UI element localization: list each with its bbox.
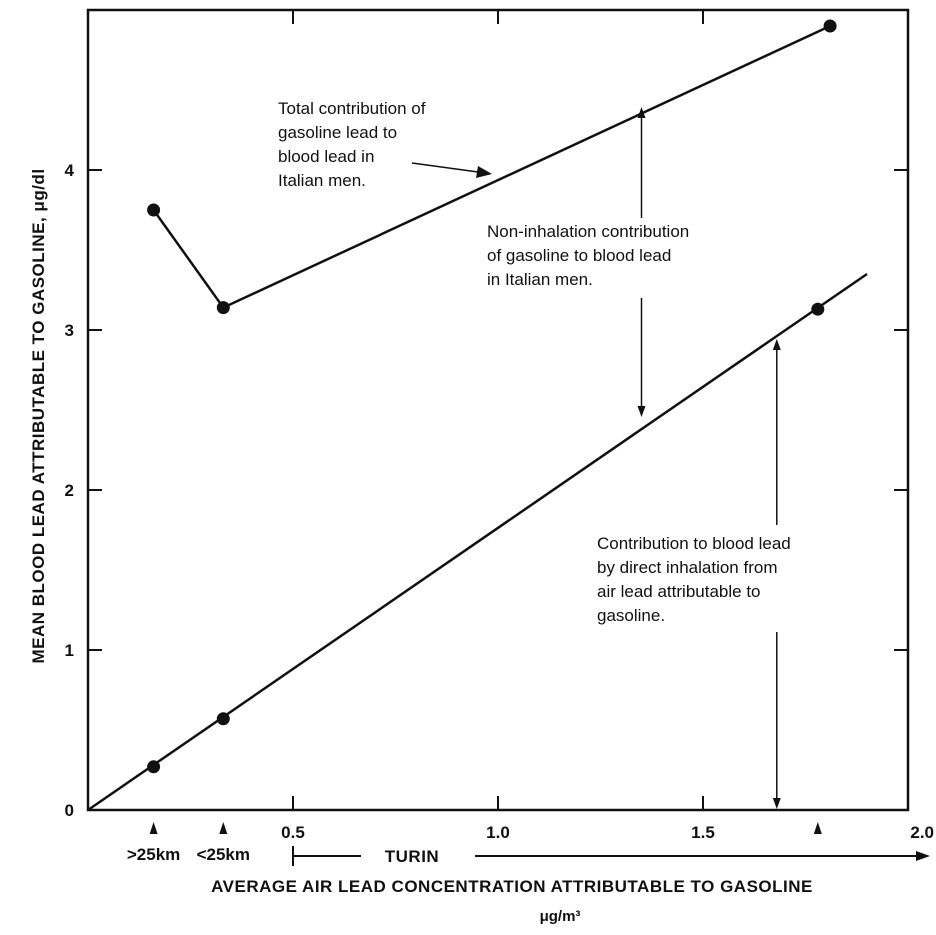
series-2-point	[147, 760, 161, 774]
annotation-1-line: blood lead in	[278, 147, 374, 166]
annotation-1-line: gasoline lead to	[278, 123, 397, 142]
y-tick-label: 4	[65, 161, 75, 180]
series-1-point	[823, 19, 837, 33]
annotation-3-line: gasoline.	[597, 606, 665, 625]
annotation-3-arrowhead-down	[772, 798, 781, 809]
series-layer	[87, 19, 868, 812]
series-2-point	[811, 302, 825, 316]
y-tick-label: 2	[65, 481, 74, 500]
location-marker-arrow	[219, 822, 228, 834]
annotation-3-line: Contribution to blood lead	[597, 534, 791, 553]
location-marker-arrow	[813, 822, 822, 834]
turin-range-arrowhead	[916, 851, 930, 861]
series-1-point	[216, 301, 230, 315]
annotation-2-line: of gasoline to blood lead	[487, 246, 671, 265]
annotation-2-line: in Italian men.	[487, 270, 593, 289]
annotation-1-pointer-head	[476, 166, 492, 178]
annotation-1-line: Total contribution of	[278, 99, 426, 118]
annotation-3-line: air lead attributable to	[597, 582, 761, 601]
annotation-2-line: Non-inhalation contribution	[487, 222, 689, 241]
y-tick-label: 1	[65, 641, 74, 660]
y-axis-title: MEAN BLOOD LEAD ATTRIBUTABLE TO GASOLINE…	[29, 168, 48, 663]
x-tick-label: 1.5	[691, 823, 715, 842]
series-2-point	[216, 712, 230, 726]
location-markers: >25km <25km	[127, 822, 930, 866]
y-tick-label: 3	[65, 321, 74, 340]
turin-range-label: TURIN	[385, 847, 439, 866]
annotation-1-pointer	[411, 162, 479, 173]
x-tick-label: 1.0	[486, 823, 510, 842]
x-axis-unit: μg/m³	[540, 908, 581, 925]
x-tick-label: 0.5	[281, 823, 305, 842]
annotation-2-arrowhead-down	[637, 406, 646, 417]
location-marker-label: <25km	[197, 845, 250, 864]
annotation-3-arrowhead-up	[772, 339, 781, 350]
y-axis-ticks: 0 1 2 3 4	[65, 161, 908, 820]
location-marker-label: >25km	[127, 845, 180, 864]
x-tick-label: 2.0	[910, 823, 934, 842]
x-axis-ticks: 0.5 1.0 1.5 2.0	[281, 10, 934, 842]
series-1-line	[152, 24, 831, 310]
annotation-1-line: Italian men.	[278, 171, 366, 190]
annotations: Total contribution of gasoline lead to blo…	[278, 99, 791, 809]
x-axis-title: AVERAGE AIR LEAD CONCENTRATION ATTRIBUTA…	[211, 877, 813, 896]
plot-border	[86, 8, 910, 812]
y-tick-label: 0	[65, 801, 74, 820]
plot-frame	[86, 8, 910, 812]
annotation-3-line: by direct inhalation from	[597, 558, 777, 577]
annotation-2-arrowhead-up	[637, 107, 646, 118]
series-1-point	[147, 203, 161, 217]
location-marker-arrow	[149, 822, 158, 834]
